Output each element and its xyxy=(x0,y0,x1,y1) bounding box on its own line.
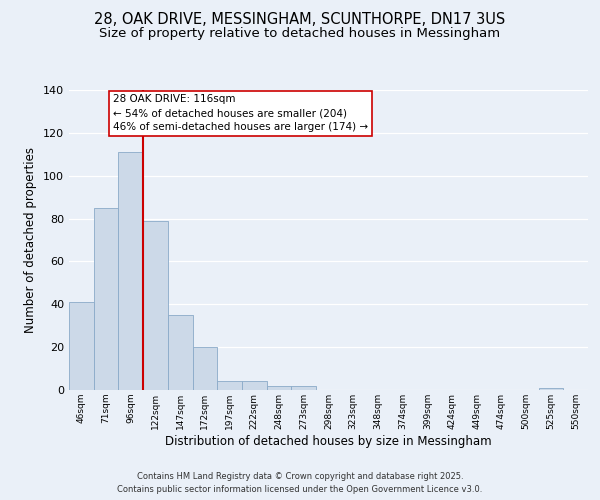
Bar xyxy=(242,382,267,390)
Text: 28 OAK DRIVE: 116sqm
← 54% of detached houses are smaller (204)
46% of semi-deta: 28 OAK DRIVE: 116sqm ← 54% of detached h… xyxy=(113,94,368,132)
Text: Contains HM Land Registry data © Crown copyright and database right 2025.: Contains HM Land Registry data © Crown c… xyxy=(137,472,463,481)
Bar xyxy=(143,220,168,390)
Bar xyxy=(539,388,563,390)
Bar xyxy=(267,386,292,390)
X-axis label: Distribution of detached houses by size in Messingham: Distribution of detached houses by size … xyxy=(165,434,492,448)
Bar xyxy=(94,208,118,390)
Bar xyxy=(193,347,217,390)
Text: Size of property relative to detached houses in Messingham: Size of property relative to detached ho… xyxy=(100,28,500,40)
Bar xyxy=(69,302,94,390)
Text: 28, OAK DRIVE, MESSINGHAM, SCUNTHORPE, DN17 3US: 28, OAK DRIVE, MESSINGHAM, SCUNTHORPE, D… xyxy=(94,12,506,28)
Bar xyxy=(217,382,242,390)
Text: Contains public sector information licensed under the Open Government Licence v3: Contains public sector information licen… xyxy=(118,485,482,494)
Bar xyxy=(292,386,316,390)
Bar xyxy=(118,152,143,390)
Y-axis label: Number of detached properties: Number of detached properties xyxy=(25,147,37,333)
Bar xyxy=(168,315,193,390)
